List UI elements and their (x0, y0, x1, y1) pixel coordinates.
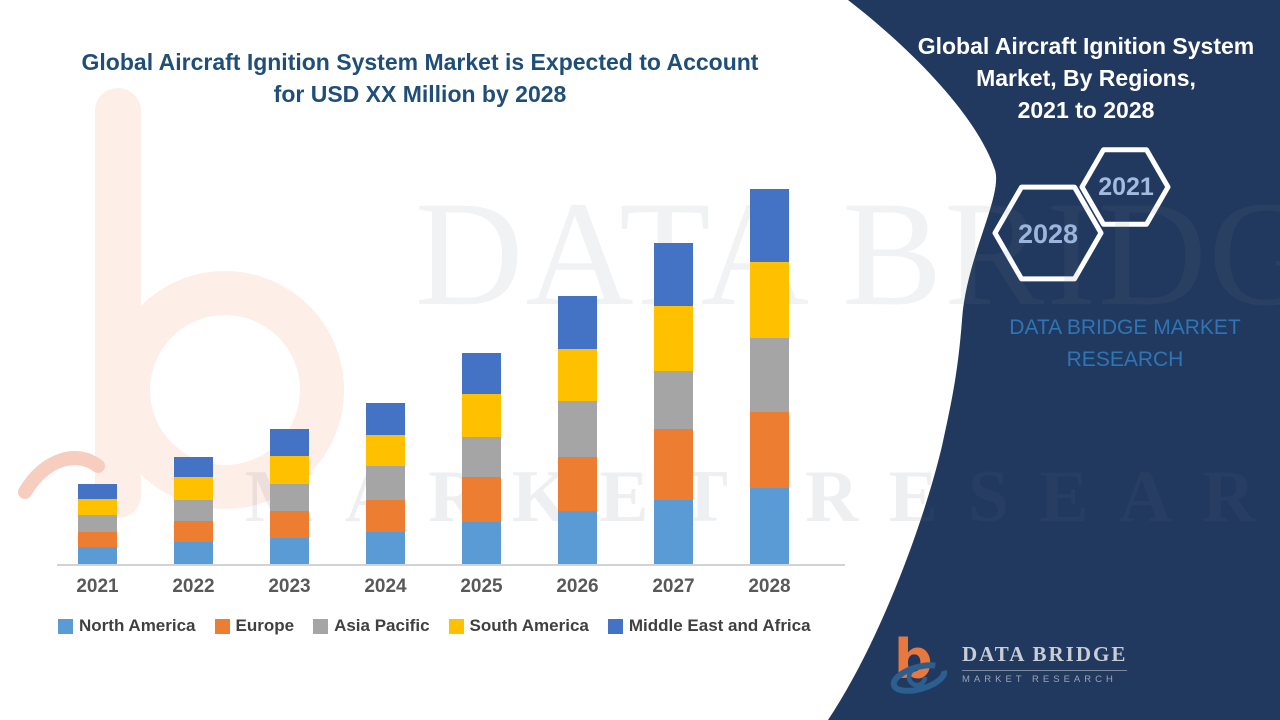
x-axis-label-2022: 2022 (172, 576, 215, 597)
legend-item-south-america: South America (448, 616, 589, 636)
legend-swatch-north-america (58, 618, 73, 634)
bar-segment-2027-asia-pacific (654, 371, 693, 429)
legend-item-middle-east-and-africa: Middle East and Africa (607, 616, 811, 636)
hexagon-label-2021: 2021 (1098, 173, 1154, 201)
bar-segment-2023-south-america (270, 456, 309, 484)
bar-segment-2021-europe (78, 532, 117, 547)
bar-segment-2021-north-america (78, 547, 117, 564)
x-axis-label-2025: 2025 (460, 576, 503, 597)
navy-wave-shape (828, 0, 1280, 720)
bar-segment-2023-middle-east-and-africa (270, 429, 309, 456)
x-axis-label-2027: 2027 (652, 576, 695, 597)
bar-segment-2027-europe (654, 429, 693, 500)
right-panel-brand-text: DATA BRIDGE MARKET RESEARCH (960, 312, 1280, 376)
bar-2022 (174, 457, 213, 564)
hexagon-2021 (1079, 147, 1171, 227)
bar-segment-2022-south-america (174, 477, 213, 500)
x-axis-label-2023: 2023 (268, 576, 311, 597)
bar-segment-2027-south-america (654, 306, 693, 371)
chart-main-title-line1: Global Aircraft Ignition System Market i… (81, 49, 759, 75)
data-bridge-logo-icon: b (890, 630, 948, 694)
bar-segment-2025-south-america (462, 394, 501, 437)
footer-logo: b DATA BRIDGE MARKET RESEARCH (886, 630, 1128, 696)
footer-logo-subtitle: MARKET RESEARCH (962, 673, 1117, 685)
bar-2025 (462, 353, 501, 564)
bar-segment-2022-asia-pacific (174, 500, 213, 521)
bar-segment-2025-middle-east-and-africa (462, 353, 501, 394)
legend-item-asia-pacific: Asia Pacific (313, 616, 430, 636)
chart-legend: North America Europe Asia Pacific South Ame… (58, 616, 811, 636)
bar-segment-2024-south-america (366, 435, 405, 466)
legend-swatch-europe (214, 618, 230, 634)
bar-2027 (654, 243, 693, 564)
footer-logo-name: DATA BRIDGE (962, 641, 1128, 666)
bar-segment-2021-middle-east-and-africa (78, 484, 117, 499)
bar-segment-2024-europe (366, 500, 405, 532)
hexagon-label-2028: 2028 (1017, 219, 1079, 249)
bar-segment-2026-south-america (558, 349, 597, 401)
x-axis-label-2024: 2024 (364, 576, 407, 597)
bar-segment-2026-europe (558, 457, 597, 511)
bar-segment-2028-asia-pacific (750, 338, 789, 412)
right-panel-title: Global Aircraft Ignition System Market, … (900, 30, 1272, 126)
bar-segment-2022-middle-east-and-africa (174, 457, 213, 477)
bar-2026 (558, 296, 597, 564)
legend-item-north-america: North America (58, 616, 196, 636)
bar-segment-2028-middle-east-and-africa (750, 189, 789, 262)
right-panel-brand-line1: DATA BRIDGE MARKET (1009, 316, 1241, 339)
bar-segment-2027-north-america (654, 500, 693, 564)
bar-segment-2021-asia-pacific (78, 515, 117, 532)
legend-label-asia-pacific: Asia Pacific (334, 616, 430, 635)
bar-segment-2021-south-america (78, 499, 117, 515)
bar-2021 (78, 484, 117, 564)
bar-segment-2023-asia-pacific (270, 484, 309, 511)
bar-segment-2023-europe (270, 511, 309, 538)
right-panel-title-line1: Global Aircraft Ignition System (917, 33, 1255, 59)
bar-segment-2022-europe (174, 521, 213, 542)
bar-segment-2025-north-america (462, 522, 501, 564)
bar-segment-2028-south-america (750, 262, 789, 338)
bar-segment-2028-europe (750, 412, 789, 488)
chart-main-title: Global Aircraft Ignition System Market i… (40, 46, 800, 110)
bar-segment-2028-north-america (750, 488, 789, 564)
bar-segment-2026-north-america (558, 511, 597, 564)
right-panel-title-line2: Market, By Regions, (976, 65, 1196, 91)
chart-main-title-line2: for USD XX Million by 2028 (273, 81, 567, 107)
legend-swatch-south-america (448, 618, 464, 634)
x-axis-label-2021: 2021 (76, 576, 119, 597)
bar-2023 (270, 429, 309, 564)
bar-segment-2027-middle-east-and-africa (654, 243, 693, 306)
bar-segment-2025-asia-pacific (462, 437, 501, 477)
legend-label-north-america: North America (79, 616, 196, 635)
bar-segment-2025-europe (462, 477, 501, 522)
bar-segment-2024-middle-east-and-africa (366, 403, 405, 435)
x-axis-line (57, 564, 845, 566)
bar-segment-2023-north-america (270, 538, 309, 564)
bar-segment-2026-asia-pacific (558, 401, 597, 457)
x-axis-label-2028: 2028 (748, 576, 791, 597)
right-panel-brand-line2: RESEARCH (1066, 348, 1184, 371)
bar-segment-2024-asia-pacific (366, 466, 405, 500)
legend-label-middle-east-and-africa: Middle East and Africa (628, 616, 811, 635)
legend-item-europe: Europe (214, 616, 295, 636)
bar-2028 (750, 189, 789, 564)
legend-label-south-america: South America (469, 616, 589, 635)
legend-swatch-middle-east-and-africa (607, 618, 623, 634)
right-panel-title-line3: 2021 to 2028 (1017, 97, 1155, 123)
bar-segment-2022-north-america (174, 542, 213, 564)
legend-label-europe: Europe (235, 616, 295, 635)
x-axis-label-2026: 2026 (556, 576, 599, 597)
bar-segment-2026-middle-east-and-africa (558, 296, 597, 349)
bar-2024 (366, 403, 405, 564)
bar-segment-2024-north-america (366, 532, 405, 564)
footer-logo-divider (962, 669, 1128, 671)
chart: 2021 2022 2023 2024 2025 2026 2027 2028 (57, 189, 845, 597)
hexagon-2028 (992, 184, 1104, 282)
legend-swatch-asia-pacific (313, 618, 329, 634)
